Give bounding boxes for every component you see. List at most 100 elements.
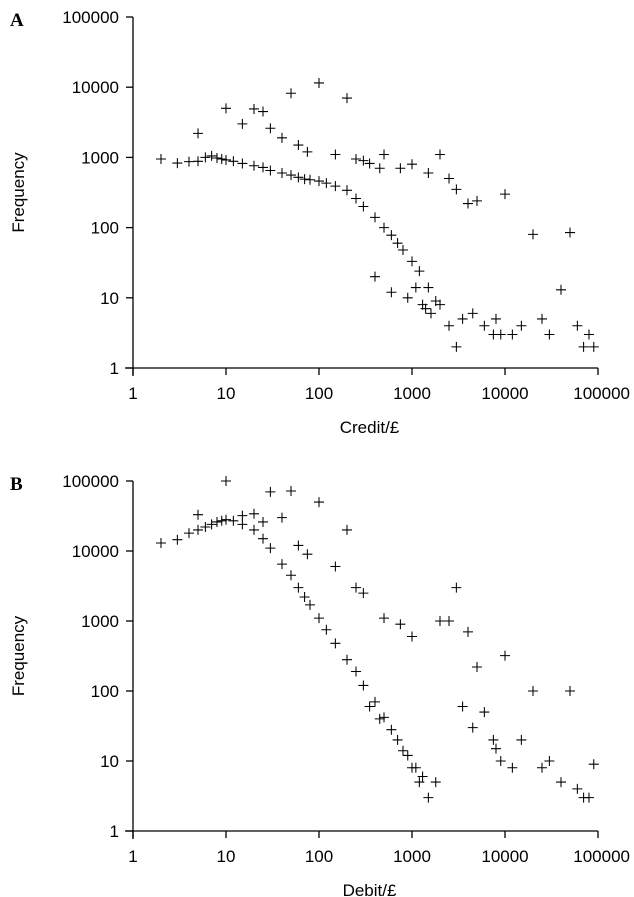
- y-tick-label: 1000: [81, 148, 119, 167]
- data-point: [410, 762, 421, 773]
- data-point: [423, 792, 434, 803]
- data-point: [286, 88, 297, 99]
- data-point: [172, 158, 183, 169]
- data-point: [228, 515, 239, 526]
- data-point: [248, 524, 259, 535]
- data-point: [364, 158, 375, 169]
- data-point: [479, 320, 490, 331]
- x-tick-label: 10: [217, 847, 236, 866]
- data-point: [304, 599, 315, 610]
- data-point: [565, 686, 576, 696]
- data-point: [358, 588, 369, 599]
- data-point: [276, 512, 287, 523]
- data-point: [414, 777, 425, 788]
- data-point: [495, 329, 506, 340]
- data-point: [467, 722, 478, 733]
- data-point: [555, 284, 566, 295]
- data-point: [490, 313, 501, 324]
- data-point: [258, 106, 269, 117]
- data-point: [516, 320, 527, 331]
- data-point: [495, 756, 506, 766]
- data-point: [583, 329, 594, 340]
- panel-letter: B: [10, 474, 23, 495]
- data-point: [183, 528, 194, 539]
- data-point: [351, 153, 362, 164]
- data-point: [276, 559, 287, 570]
- data-point: [211, 153, 222, 164]
- data-point: [467, 308, 478, 319]
- data-point: [248, 160, 259, 171]
- data-point: [369, 212, 380, 223]
- data-point: [258, 516, 269, 527]
- data-point: [537, 762, 548, 773]
- data-point: [330, 561, 341, 572]
- data-series: [155, 77, 599, 352]
- data-point: [265, 123, 276, 134]
- data-point: [462, 626, 473, 637]
- y-tick-label: 10: [100, 289, 119, 308]
- data-point: [341, 93, 352, 104]
- panel-letter: A: [10, 10, 24, 31]
- data-point: [410, 282, 421, 293]
- x-tick-label: 1: [128, 384, 137, 403]
- data-point: [293, 140, 304, 151]
- x-tick-label: 100000: [573, 847, 630, 866]
- x-tick-label: 10: [217, 384, 236, 403]
- x-tick-label: 1000: [393, 847, 431, 866]
- data-point: [386, 287, 397, 298]
- data-point: [430, 296, 441, 307]
- data-point: [221, 514, 231, 525]
- data-point: [516, 734, 527, 745]
- data-point: [490, 743, 501, 754]
- data-point: [479, 707, 490, 718]
- data-point: [555, 777, 566, 788]
- data-point: [351, 666, 362, 677]
- x-tick-label: 1000: [393, 384, 431, 403]
- data-point: [544, 756, 555, 766]
- data-point: [237, 519, 248, 530]
- data-point: [248, 103, 259, 114]
- data-point: [578, 341, 589, 352]
- data-point: [237, 118, 248, 129]
- data-point: [369, 271, 380, 282]
- x-axis-title: Credit/£: [340, 418, 400, 437]
- data-point: [444, 173, 455, 184]
- data-point: [462, 198, 473, 209]
- data-point: [193, 524, 204, 535]
- data-point: [395, 619, 406, 630]
- data-point: [172, 534, 183, 545]
- data-point: [299, 592, 310, 603]
- data-point: [397, 745, 408, 756]
- data-point: [507, 329, 518, 340]
- data-point: [430, 777, 441, 788]
- data-point: [221, 103, 231, 114]
- data-point: [341, 185, 352, 196]
- data-point: [265, 165, 276, 176]
- data-point: [314, 497, 324, 508]
- data-point: [321, 178, 332, 189]
- data-point: [472, 662, 483, 673]
- data-point: [286, 570, 297, 581]
- data-point: [200, 152, 211, 163]
- data-point: [444, 320, 455, 331]
- data-point: [451, 582, 462, 593]
- x-axis-title: Debit/£: [343, 881, 397, 897]
- data-point: [472, 195, 483, 206]
- x-tick-label: 100: [305, 384, 333, 403]
- data-point: [302, 549, 313, 560]
- data-point: [414, 266, 425, 277]
- data-point: [500, 189, 510, 200]
- data-point: [228, 156, 239, 167]
- data-point: [417, 771, 428, 782]
- data-point: [420, 303, 431, 314]
- data-point: [211, 516, 222, 527]
- data-point: [293, 172, 304, 183]
- data-point: [386, 724, 397, 735]
- data-point: [221, 476, 231, 486]
- y-tick-label: 100: [91, 682, 119, 701]
- data-point: [155, 153, 166, 164]
- data-point: [488, 734, 499, 745]
- data-point: [221, 154, 231, 165]
- data-point: [457, 701, 468, 712]
- data-series: [155, 476, 599, 803]
